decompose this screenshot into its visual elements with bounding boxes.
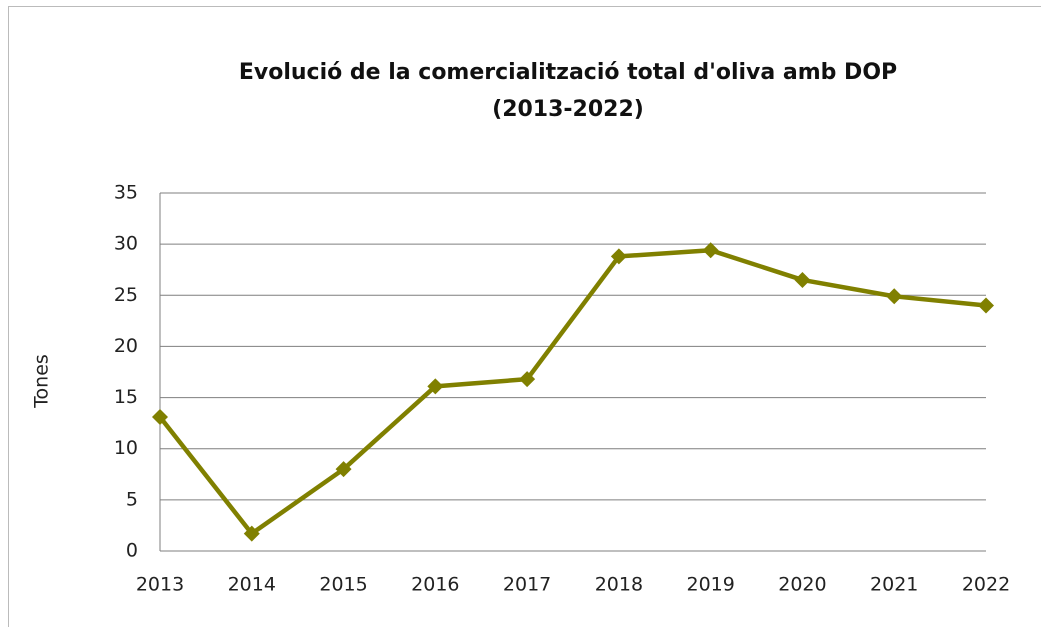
chart-border [8, 6, 1041, 627]
x-tick-label: 2020 [778, 574, 826, 596]
y-tick-label: 15 [114, 386, 138, 408]
data-point [978, 297, 994, 314]
y-tick-label: 10 [114, 437, 138, 459]
y-tick-label: 20 [114, 335, 138, 357]
y-tick-label: 35 [114, 182, 138, 204]
data-point [702, 242, 719, 259]
x-tick-label: 2022 [962, 574, 1010, 596]
y-tick-label: 25 [114, 284, 138, 306]
x-tick-label: 2016 [411, 574, 459, 596]
chart-subtitle: (2013-2022) [492, 97, 644, 122]
x-tick-label: 2013 [136, 574, 184, 596]
x-tick-label: 2014 [228, 574, 276, 596]
data-line [158, 248, 987, 536]
y-tick-label: 30 [114, 233, 138, 255]
data-point [519, 371, 536, 388]
data-point [886, 288, 903, 305]
x-tick-label: 2017 [503, 574, 551, 596]
y-tick-label: 5 [126, 488, 138, 510]
data-point [152, 409, 168, 426]
data-point [427, 378, 444, 395]
x-tick-label: 2019 [686, 574, 734, 596]
y-axis-label: Tones [31, 354, 53, 409]
x-tick-label: 2015 [319, 574, 367, 596]
x-tick-label: 2021 [870, 574, 918, 596]
chart-title: Evolució de la comercialització total d'… [239, 60, 897, 85]
data-point [794, 271, 811, 288]
x-tick-label: 2018 [595, 574, 643, 596]
y-tick-label: 0 [126, 540, 138, 562]
data-point [610, 248, 627, 265]
data-point [335, 461, 352, 478]
data-point [243, 525, 260, 542]
